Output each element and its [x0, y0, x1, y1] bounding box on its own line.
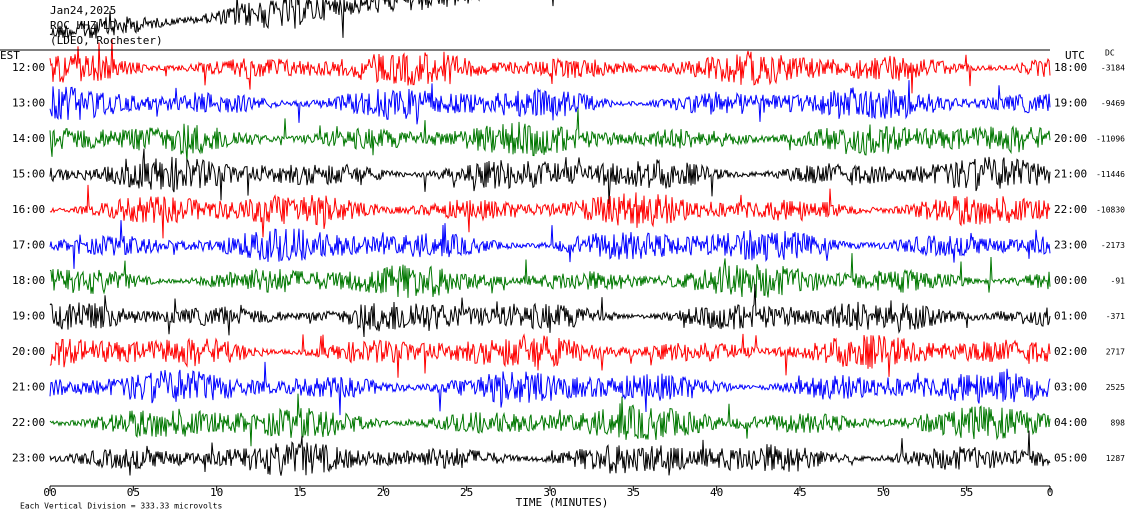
dc-value: -371 — [1106, 312, 1125, 321]
x-tick-label: 55 — [960, 486, 973, 499]
dc-value: 2717 — [1106, 348, 1125, 357]
x-tick-label: 50 — [877, 486, 890, 499]
dc-value: -3184 — [1101, 64, 1125, 73]
dc-value: -91 — [1111, 277, 1126, 286]
left-tick-label: 23:00 — [12, 452, 45, 465]
left-tick-label: 13:00 — [12, 97, 45, 110]
trace — [49, 108, 1051, 162]
trace — [49, 0, 554, 39]
left-tick-label: 14:00 — [12, 132, 45, 145]
x-tick-label: 10 — [210, 486, 223, 499]
traces — [49, 0, 1051, 476]
right-tick-label: 04:00 — [1054, 416, 1087, 429]
left-tick-label: 18:00 — [12, 274, 45, 287]
x-tick-label: 20 — [377, 486, 390, 499]
dc-value: -11096 — [1096, 135, 1125, 144]
trace — [49, 284, 1051, 338]
trace — [49, 39, 1051, 94]
x-tick-label: 30 — [543, 486, 556, 499]
right-tick-label: 01:00 — [1054, 310, 1087, 323]
right-tick-label: 19:00 — [1054, 97, 1087, 110]
left-axis-label: EST — [0, 49, 20, 62]
dc-value: 898 — [1111, 419, 1126, 428]
x-tick-label: 45 — [793, 486, 806, 499]
left-tick-label: 22:00 — [12, 416, 45, 429]
trace — [49, 80, 1051, 125]
trace — [49, 253, 1051, 298]
trace — [49, 148, 1051, 205]
right-tick-label: 02:00 — [1054, 345, 1087, 358]
trace — [49, 361, 1051, 416]
left-tick-label: 15:00 — [12, 168, 45, 181]
right-tick-label: 22:00 — [1054, 203, 1087, 216]
right-tick-label: 21:00 — [1054, 168, 1087, 181]
left-tick-label: 19:00 — [12, 310, 45, 323]
x-tick-label: 05 — [127, 486, 140, 499]
trace — [49, 333, 1051, 378]
station: ROC HHZ LD -- — [50, 19, 136, 32]
x-tick-label: 0 — [1047, 486, 1054, 499]
right-tick-label: 05:00 — [1054, 452, 1087, 465]
trace — [49, 220, 1051, 269]
trace — [49, 393, 1051, 447]
dc-value: 1287 — [1106, 454, 1125, 463]
right-tick-label: 20:00 — [1054, 132, 1087, 145]
left-tick-label: 20:00 — [12, 345, 45, 358]
left-tick-label: 16:00 — [12, 203, 45, 216]
dc-value: -2173 — [1101, 241, 1125, 250]
x-tick-label: 40 — [710, 486, 723, 499]
right-tick-label: 03:00 — [1054, 381, 1087, 394]
right-tick-label: 18:00 — [1054, 61, 1087, 74]
x-tick-label: 00 — [43, 486, 56, 499]
right-tick-label: 23:00 — [1054, 239, 1087, 252]
left-tick-label: 17:00 — [12, 239, 45, 252]
x-tick-label: 15 — [293, 486, 306, 499]
x-axis-label: TIME (MINUTES) — [516, 496, 609, 509]
x-tick-label: 25 — [460, 486, 473, 499]
dc-value: 2525 — [1106, 383, 1125, 392]
dc-value: -11446 — [1096, 170, 1125, 179]
footer: Each Vertical Division = 333.33 microvol… — [20, 502, 222, 511]
dc-label: DC — [1105, 49, 1115, 58]
dc-value: -10830 — [1096, 206, 1125, 215]
trace — [49, 430, 1051, 476]
date: Jan24,2025 — [50, 4, 116, 17]
x-tick-label: 35 — [627, 486, 640, 499]
trace — [49, 184, 1051, 239]
left-tick-label: 12:00 — [12, 61, 45, 74]
left-tick-label: 21:00 — [12, 381, 45, 394]
dc-value: -9469 — [1101, 99, 1125, 108]
network: (LDEO, Rochester) — [50, 34, 163, 47]
right-axis-label: UTC — [1065, 49, 1085, 62]
right-tick-label: 00:00 — [1054, 274, 1087, 287]
